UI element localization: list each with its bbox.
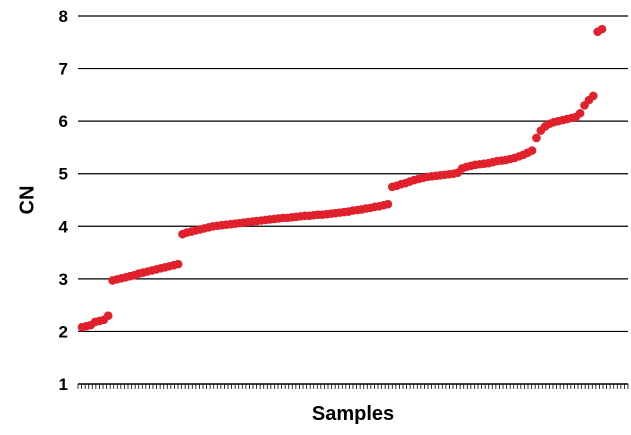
- y-tick-label: 8: [59, 7, 68, 26]
- y-tick-label: 7: [59, 60, 68, 79]
- data-point: [575, 108, 585, 118]
- data-points: [77, 24, 607, 332]
- y-tick-label: 3: [59, 270, 68, 289]
- y-tick-label: 1: [59, 375, 68, 394]
- data-point: [597, 24, 607, 34]
- data-point: [103, 311, 113, 320]
- data-point: [383, 199, 393, 209]
- data-point: [527, 146, 537, 155]
- x-tick-marks: [77, 384, 629, 389]
- gridlines: [78, 15, 628, 333]
- data-point: [173, 259, 183, 269]
- y-tick-label: 5: [59, 165, 68, 184]
- y-axis-title: CN: [16, 186, 38, 215]
- y-tick-label: 2: [59, 322, 68, 341]
- x-axis-title: Samples: [312, 403, 394, 425]
- y-tick-label: 6: [59, 112, 68, 131]
- data-point: [532, 133, 541, 143]
- y-tick-labels: 1 2 3 4 5 6 7 8: [59, 7, 69, 394]
- y-tick-label: 4: [59, 217, 69, 236]
- data-point: [588, 91, 598, 101]
